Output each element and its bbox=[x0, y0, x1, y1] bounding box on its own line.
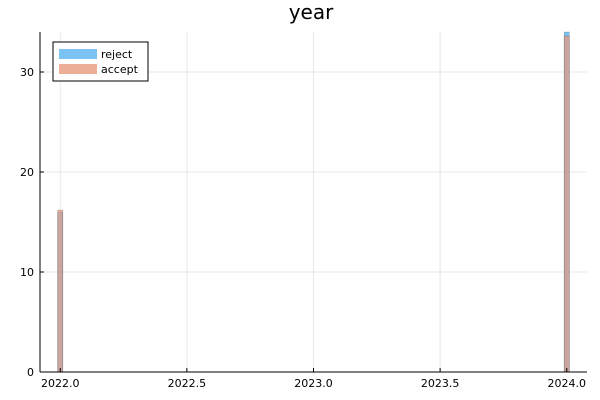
legend-swatch-reject bbox=[59, 49, 97, 59]
legend-box bbox=[52, 41, 149, 82]
legend-swatch-accept bbox=[59, 64, 97, 74]
chart-title: year bbox=[289, 0, 334, 24]
x-tick-label: 2023.5 bbox=[421, 377, 460, 390]
grid-lines bbox=[40, 32, 587, 373]
y-tick-label: 20 bbox=[20, 166, 34, 179]
bar-accept-1 bbox=[563, 35, 570, 373]
x-axis-ticks: 2022.0 2022.5 2023.0 2023.5 2024.0 bbox=[41, 368, 586, 390]
y-tick-label: 30 bbox=[20, 66, 34, 79]
x-tick-label: 2024.0 bbox=[547, 377, 586, 390]
bar-accept-0 bbox=[57, 209, 64, 373]
legend-label-accept: accept bbox=[101, 63, 139, 76]
y-tick-label: 0 bbox=[27, 366, 34, 379]
legend-label-reject: reject bbox=[101, 48, 133, 61]
y-axis-ticks: 0 10 20 30 bbox=[20, 66, 44, 379]
x-tick-label: 2023.0 bbox=[294, 377, 333, 390]
x-tick-label: 2022.5 bbox=[168, 377, 207, 390]
legend: reject accept bbox=[52, 41, 149, 82]
y-tick-label: 10 bbox=[20, 266, 34, 279]
x-tick-label: 2022.0 bbox=[41, 377, 80, 390]
